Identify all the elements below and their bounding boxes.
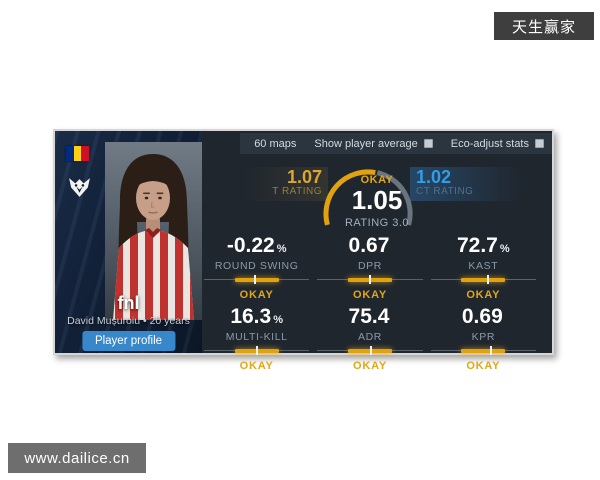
stat-label: KAST: [468, 260, 499, 272]
player-fullname-age: David Mușuroiu • 20 years: [67, 315, 190, 327]
stat-suffix: %: [276, 243, 287, 255]
ct-rating-label: CT RATING: [416, 186, 474, 197]
stat-grade: OKAY: [353, 360, 387, 372]
stat-mini-gauge: [430, 346, 536, 360]
player-profile-button[interactable]: Player profile: [81, 331, 176, 351]
stat-mini-gauge: [317, 346, 423, 360]
romania-flag-icon: [66, 146, 90, 161]
stat-round-swing: -0.22% ROUND SWING OKAY: [204, 234, 310, 303]
stat-label: ROUND SWING: [214, 260, 299, 272]
rating-arc: [323, 169, 413, 226]
overall-rating-value: 1.05: [351, 185, 403, 215]
stat-adr: 75.4 ADR OKAY: [317, 305, 423, 374]
stat-mini-gauge: [204, 275, 310, 289]
ct-rating-value: 1.02: [416, 167, 452, 187]
stat-grade: OKAY: [239, 289, 274, 301]
stat-value: 75.4: [348, 305, 390, 328]
t-rating-band: [242, 167, 328, 201]
t-rating-group: 1.07 T RATING: [252, 167, 322, 197]
t-rating-label: T RATING: [272, 186, 322, 197]
stat-value: 16.3: [230, 305, 272, 328]
rating-scale-label: RATING 3.0: [344, 217, 410, 229]
stat-label: KPR: [471, 331, 496, 343]
stat-grade: OKAY: [353, 289, 387, 301]
stats-grid: -0.22% ROUND SWING OKAY 0.67 DPR OKAY 72…: [204, 235, 536, 377]
player-panel: fnl David Mușuroiu • 20 years Player pro…: [55, 131, 202, 353]
stat-multi-kill: 16.3% MULTI-KILL OKAY: [204, 305, 310, 374]
stat-dpr: 0.67 DPR OKAY: [317, 234, 423, 303]
watermark-top-right: 天生赢家: [494, 12, 594, 40]
player-photo: [105, 142, 202, 320]
stat-mini-gauge: [204, 346, 310, 360]
stat-value: 0.67: [348, 234, 390, 257]
stat-mini-gauge: [430, 275, 536, 289]
eco-adjust-checkbox[interactable]: [535, 139, 544, 148]
player-nickname: fnl: [117, 293, 140, 313]
stat-grade: OKAY: [466, 289, 501, 301]
stat-value: 72.7: [456, 234, 498, 257]
stat-grade: OKAY: [239, 360, 274, 372]
stat-value: -0.22: [226, 234, 275, 257]
stat-suffix: %: [273, 314, 283, 326]
show-player-average-checkbox[interactable]: [423, 139, 433, 148]
ct-rating-group: 1.02 CT RATING: [416, 167, 506, 197]
eco-adjust-toggle[interactable]: Eco-adjust stats: [451, 138, 544, 150]
maps-filter-label: 60 maps: [254, 137, 297, 150]
stat-label: MULTI-KILL: [225, 331, 288, 343]
stat-mini-gauge: [317, 275, 423, 289]
stat-label: ADR: [358, 331, 382, 343]
stats-area: 60 maps Show player average Eco-adjust s…: [202, 131, 552, 372]
watermark-bottom-text: www.dailice.cn: [24, 449, 130, 467]
team-logo-icon: [67, 175, 92, 200]
ct-rating-band: [410, 167, 522, 201]
watermark-top-text: 天生赢家: [511, 18, 576, 36]
stat-kpr: 0.69 KPR OKAY: [430, 305, 536, 374]
stat-kast: 72.7% KAST OKAY: [430, 234, 536, 303]
rating-gauge: OKAY 1.05 RATING 3.0 1.07 T RATING 1.02 …: [202, 161, 552, 239]
eco-adjust-label: Eco-adjust stats: [450, 137, 529, 150]
overall-grade: OKAY: [360, 174, 394, 186]
stats-row-2: 16.3% MULTI-KILL OKAY 75.4 ADR OKAY 0.69…: [204, 306, 536, 374]
stats-toolbar: 60 maps Show player average Eco-adjust s…: [240, 133, 552, 154]
stat-value: 0.69: [461, 305, 503, 328]
t-rating-value: 1.07: [286, 167, 322, 187]
watermark-bottom-left: www.dailice.cn: [8, 443, 146, 473]
stat-label: DPR: [358, 260, 382, 272]
maps-filter[interactable]: 60 maps: [254, 138, 296, 150]
stats-row-1: -0.22% ROUND SWING OKAY 0.67 DPR OKAY 72…: [204, 235, 536, 303]
stat-suffix: %: [499, 243, 510, 255]
show-player-average-toggle[interactable]: Show player average: [314, 137, 433, 150]
stat-grade: OKAY: [466, 360, 501, 372]
player-stats-card: fnl David Mușuroiu • 20 years Player pro…: [53, 129, 554, 372]
show-player-average-label: Show player average: [314, 137, 418, 150]
